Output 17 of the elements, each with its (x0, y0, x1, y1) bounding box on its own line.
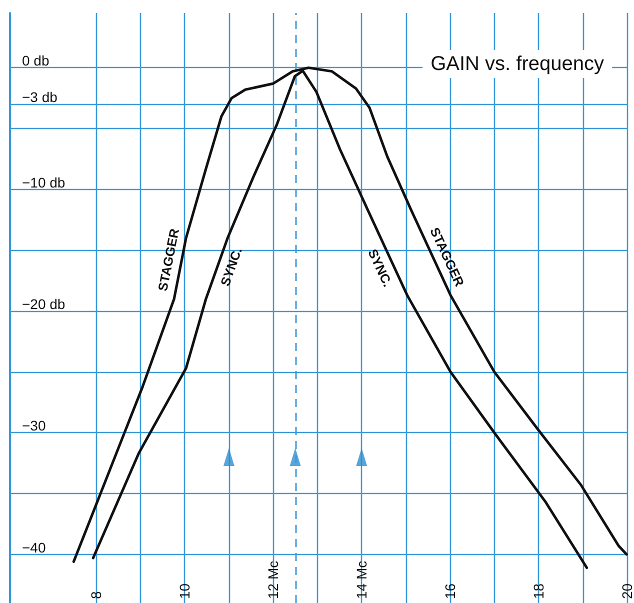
x-tick-label: 10 (176, 583, 193, 599)
y-tick-label: −3 db (22, 89, 58, 106)
x-tick-label: 8 (88, 591, 104, 599)
text: GAIN vs. frequency (430, 53, 604, 75)
x-tick-label: 16 (442, 583, 458, 599)
y-tick-label: −30 (22, 418, 46, 434)
x-tick-label: 12 Mc (265, 560, 282, 599)
y-tick-label: −20 db (22, 296, 66, 312)
x-tick-label: 20 (619, 583, 634, 599)
x-tick-label: 14 Mc (354, 560, 370, 599)
x-tick-label: 18 (530, 583, 547, 599)
text: STAGGER (155, 226, 182, 292)
text: SYNC. (217, 246, 245, 288)
y-tick-label: 0 db (22, 52, 50, 69)
y-tick-label: −10 db (22, 174, 66, 190)
y-tick-label: −40 (22, 539, 46, 556)
text: SYNC. (365, 246, 396, 290)
